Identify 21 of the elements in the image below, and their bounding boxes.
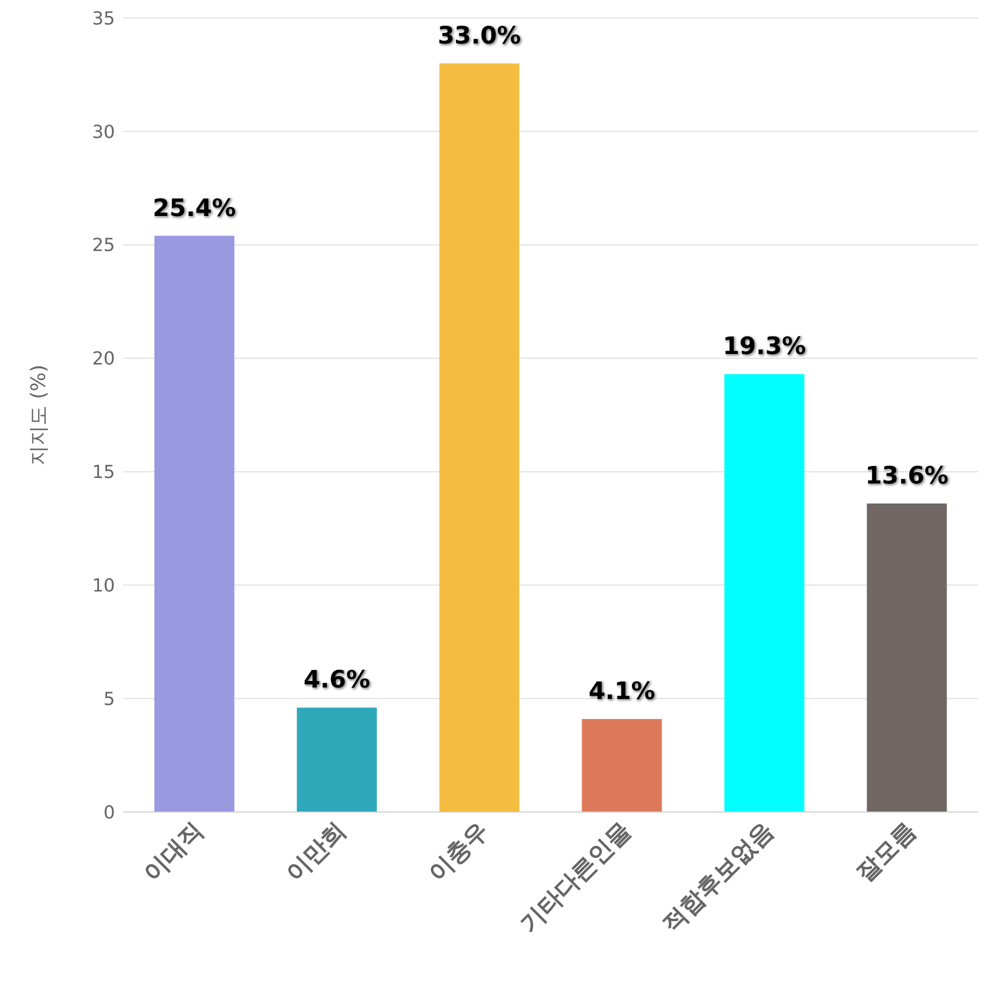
data-label: 13.6% [865, 461, 948, 490]
bar [439, 63, 520, 812]
bar [296, 708, 377, 812]
y-tick-label: 25 [92, 235, 115, 256]
bar [866, 503, 947, 812]
data-label: 19.3% [722, 332, 806, 360]
data-label: 33.0% [438, 21, 521, 50]
y-tick-label: 10 [92, 576, 115, 597]
bar [724, 374, 804, 812]
y-tick-label: 15 [92, 462, 115, 484]
y-tick-label: 30 [92, 122, 115, 143]
data-label: 4.6% [304, 666, 370, 694]
data-label: 25.4% [152, 194, 236, 222]
y-tick-label: 0 [104, 802, 115, 824]
bar [582, 718, 662, 812]
y-tick-label: 35 [92, 8, 115, 30]
data-label: 4.1% [588, 676, 656, 705]
y-tick-label: 20 [92, 348, 115, 370]
y-axis-title: 지지도 (%) [26, 364, 50, 466]
y-tick-label: 5 [104, 688, 115, 710]
bar [154, 236, 234, 812]
